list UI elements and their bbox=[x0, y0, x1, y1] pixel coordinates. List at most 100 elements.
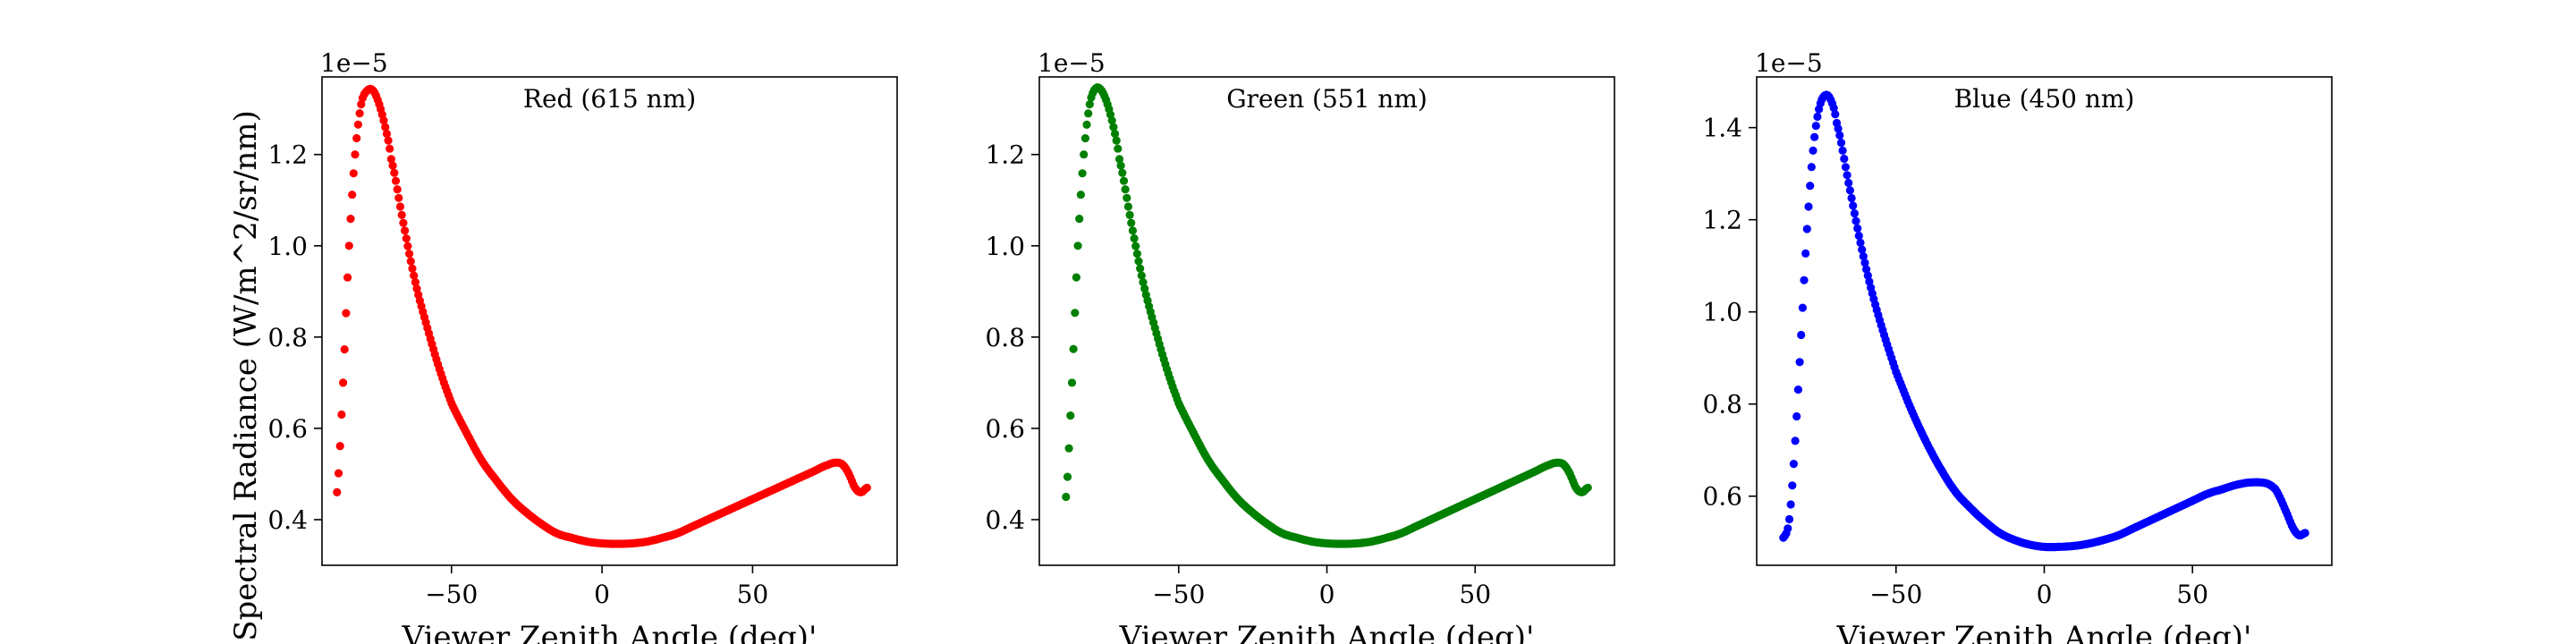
x-tick-label: −50 bbox=[425, 580, 478, 609]
data-point bbox=[1789, 460, 1798, 469]
data-point bbox=[1123, 193, 1131, 202]
data-point bbox=[1127, 218, 1136, 227]
data-point bbox=[862, 483, 871, 492]
data-point bbox=[1856, 238, 1865, 247]
data-point bbox=[1809, 146, 1818, 155]
data-point bbox=[1798, 303, 1807, 312]
data-point bbox=[386, 155, 395, 164]
data-point bbox=[352, 133, 361, 143]
data-point bbox=[402, 234, 411, 243]
data-point bbox=[1838, 146, 1847, 155]
y-tick-label: 0.8 bbox=[985, 323, 1025, 352]
y-offset-text: 1e−5 bbox=[320, 48, 388, 78]
data-point bbox=[1066, 411, 1075, 420]
data-point bbox=[1064, 444, 1073, 453]
data-point bbox=[343, 273, 352, 282]
data-point bbox=[1072, 273, 1080, 282]
data-point bbox=[1583, 483, 1592, 492]
data-point bbox=[337, 410, 346, 419]
data-point bbox=[1829, 104, 1838, 113]
series-blue bbox=[1779, 90, 2309, 552]
data-point bbox=[1834, 124, 1843, 133]
data-point bbox=[1119, 176, 1129, 185]
data-point bbox=[1067, 378, 1077, 387]
data-point bbox=[403, 242, 412, 250]
x-axis-label: Viewer Zenith Angle (deg)' bbox=[1836, 620, 2252, 644]
data-point bbox=[1786, 500, 1795, 509]
data-point bbox=[1852, 216, 1860, 225]
y-tick-label: 1.0 bbox=[1702, 298, 1742, 327]
data-point bbox=[1788, 481, 1797, 490]
data-point bbox=[1843, 171, 1852, 180]
data-point bbox=[394, 193, 403, 202]
data-point bbox=[1811, 122, 1820, 131]
series-green bbox=[1062, 83, 1592, 548]
y-tick-label: 0.6 bbox=[985, 414, 1025, 444]
y-tick-label: 0.4 bbox=[267, 505, 308, 535]
data-point bbox=[1076, 191, 1085, 199]
y-tick-label: 1.0 bbox=[985, 232, 1025, 261]
data-point bbox=[1795, 358, 1804, 367]
x-tick-label: 0 bbox=[2037, 580, 2053, 609]
y-tick-label: 1.0 bbox=[267, 232, 308, 261]
plot-frame-green bbox=[1038, 76, 1615, 566]
data-point bbox=[1130, 234, 1139, 243]
data-point bbox=[1121, 185, 1130, 194]
data-point bbox=[1071, 309, 1080, 318]
data-point bbox=[1109, 123, 1118, 131]
data-point bbox=[411, 278, 419, 287]
data-point bbox=[388, 161, 397, 170]
data-point bbox=[335, 442, 344, 451]
y-offset-text: 1e−5 bbox=[1038, 48, 1106, 78]
data-point bbox=[1114, 144, 1123, 153]
data-point bbox=[353, 120, 362, 129]
data-point bbox=[1850, 209, 1859, 218]
y-tick-label: 0.6 bbox=[1702, 482, 1742, 512]
x-tick-label: 50 bbox=[1459, 580, 1491, 609]
data-point bbox=[1112, 136, 1121, 145]
x-axis-label: Viewer Zenith Angle (deg)' bbox=[1119, 620, 1535, 644]
data-point bbox=[1085, 100, 1094, 109]
data-point bbox=[339, 378, 348, 387]
data-point bbox=[1854, 232, 1863, 241]
data-point bbox=[1810, 132, 1819, 141]
data-point bbox=[1806, 182, 1815, 191]
data-point bbox=[1862, 265, 1871, 274]
y-tick-label: 1.4 bbox=[1702, 114, 1742, 143]
data-point bbox=[1063, 472, 1072, 481]
data-point bbox=[334, 469, 343, 478]
data-point bbox=[340, 345, 349, 354]
data-point bbox=[393, 185, 402, 194]
x-tick-label: 50 bbox=[2176, 580, 2208, 609]
y-tick-label: 1.2 bbox=[985, 140, 1025, 170]
y-tick-label: 0.8 bbox=[1702, 390, 1742, 419]
panel-blue: −50 0 50 0.6 0.8 1.0 1.2 1.4 1e−5 Blue (450 nm) Vi… bbox=[1702, 48, 2333, 644]
data-point bbox=[1123, 202, 1132, 211]
data-point bbox=[1860, 258, 1869, 267]
data-point bbox=[406, 257, 415, 266]
data-point bbox=[391, 176, 401, 185]
series-red bbox=[333, 84, 871, 548]
data-point bbox=[1858, 245, 1867, 254]
data-point bbox=[1073, 242, 1082, 250]
data-point bbox=[379, 116, 388, 125]
x-tick-label: 50 bbox=[737, 580, 769, 609]
data-point bbox=[1807, 163, 1816, 172]
data-point bbox=[1836, 139, 1846, 148]
data-point bbox=[1132, 250, 1141, 258]
data-point bbox=[1118, 168, 1127, 177]
data-point bbox=[1062, 492, 1071, 502]
panel-title-red: Red (615 nm) bbox=[523, 84, 696, 114]
data-point bbox=[384, 136, 393, 145]
data-point bbox=[1791, 436, 1800, 445]
data-point bbox=[1853, 224, 1862, 233]
data-point bbox=[1831, 110, 1840, 119]
data-point bbox=[410, 271, 419, 280]
data-point bbox=[1082, 120, 1091, 129]
data-point bbox=[1793, 386, 1802, 394]
data-point bbox=[1139, 278, 1148, 287]
x-tick-label: 0 bbox=[1319, 580, 1335, 609]
data-point bbox=[1075, 215, 1084, 224]
data-point bbox=[386, 144, 394, 153]
data-point bbox=[1110, 129, 1120, 139]
